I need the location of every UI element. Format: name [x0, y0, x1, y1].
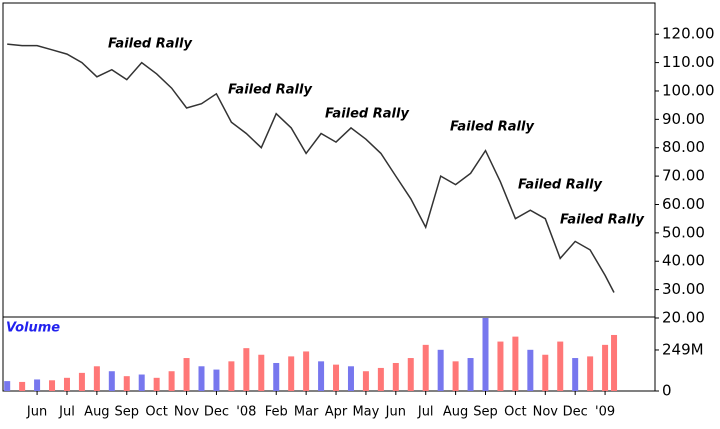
volume-bar: [258, 354, 265, 391]
x-tick-label: Sep: [473, 405, 498, 420]
y-tick-label: 120.00: [662, 25, 715, 43]
x-tick-label: Jun: [26, 405, 47, 420]
y-tick-label: 20.00: [662, 309, 705, 327]
y-tick-label: 70.00: [662, 167, 705, 185]
y-tick-label: 30.00: [662, 280, 705, 298]
x-tick-label: Sep: [115, 405, 140, 420]
y2-tick-label: 249M: [662, 340, 704, 358]
y-tick-label: 80.00: [662, 138, 705, 156]
x-tick-label: Feb: [265, 405, 288, 420]
volume-bar: [333, 364, 340, 391]
x-tick-label: Nov: [174, 405, 200, 420]
volume-bar: [437, 349, 444, 391]
volume-bar: [153, 377, 160, 391]
x-tick-label: Apr: [325, 405, 348, 420]
volume-bar: [347, 366, 354, 391]
volume-bar: [288, 356, 295, 391]
y-tick-label: 100.00: [662, 81, 715, 99]
volume-bar: [213, 369, 220, 391]
volume-bar: [362, 371, 369, 391]
volume-bar: [422, 344, 429, 391]
volume-bar: [407, 358, 414, 391]
volume-title: Volume: [6, 321, 60, 336]
y-tick-label: 40.00: [662, 252, 705, 270]
y-tick-label: 50.00: [662, 223, 705, 241]
volume-bar: [602, 344, 609, 391]
volume-bar: [243, 348, 250, 391]
volume-bar: [93, 366, 100, 391]
x-tick-label: May: [352, 405, 379, 420]
x-tick-label: Jul: [58, 405, 75, 420]
y-tick-label: 110.00: [662, 53, 715, 71]
volume-bar: [49, 380, 56, 391]
volume-bar: [318, 361, 325, 391]
volume-bar: [572, 358, 579, 391]
volume-bar: [377, 367, 384, 391]
volume-bar: [467, 358, 474, 391]
volume-bar: [497, 341, 504, 391]
x-tick-label: Oct: [504, 405, 526, 420]
x-tick-label: Mar: [294, 405, 319, 420]
volume-bar: [63, 377, 70, 391]
volume-bar: [273, 362, 280, 391]
annotation: Failed Rally: [560, 213, 644, 228]
volume-bar: [303, 351, 310, 391]
plot-frame: [2, 2, 656, 392]
volume-bar: [19, 381, 26, 391]
x-tick-label: Dec: [563, 405, 588, 420]
x-tick-label: Nov: [533, 405, 559, 420]
annotation: Failed Rally: [325, 107, 409, 122]
volume-bar: [611, 334, 618, 391]
volume-bar: [482, 318, 489, 391]
x-tick-label: Jul: [417, 405, 434, 420]
volume-bar: [392, 362, 399, 391]
volume-bar: [228, 361, 235, 391]
x-tick-label: Aug: [84, 405, 109, 420]
volume-bar: [542, 354, 549, 391]
volume-bar: [123, 376, 130, 391]
x-tick-label: Aug: [443, 405, 468, 420]
volume-bar: [78, 372, 85, 391]
x-tick-label: '09: [595, 405, 615, 420]
annotation: Failed Rally: [108, 37, 192, 52]
x-tick-label: Oct: [145, 405, 167, 420]
volume-bar: [183, 358, 190, 391]
price-line: [7, 43, 615, 293]
annotation: Failed Rally: [518, 178, 602, 193]
annotation: Failed Rally: [228, 83, 312, 98]
volume-bar: [512, 336, 519, 391]
y-tick-label: 90.00: [662, 110, 705, 128]
volume-bar: [452, 361, 459, 391]
y-tick-label: 60.00: [662, 195, 705, 213]
volume-bar: [168, 371, 175, 391]
volume-bar: [138, 374, 145, 391]
volume-bar: [527, 349, 534, 391]
x-tick-label: Dec: [204, 405, 229, 420]
volume-bar: [198, 366, 205, 391]
x-tick-label: Jun: [385, 405, 406, 420]
y2-tick-label: 0: [662, 382, 672, 400]
volume-bar: [34, 379, 41, 391]
x-tick-label: '08: [236, 405, 256, 420]
volume-bar: [587, 356, 594, 391]
annotation: Failed Rally: [450, 120, 534, 135]
volume-bar: [557, 341, 564, 391]
volume-bar: [4, 381, 11, 391]
volume-bar: [108, 371, 115, 391]
